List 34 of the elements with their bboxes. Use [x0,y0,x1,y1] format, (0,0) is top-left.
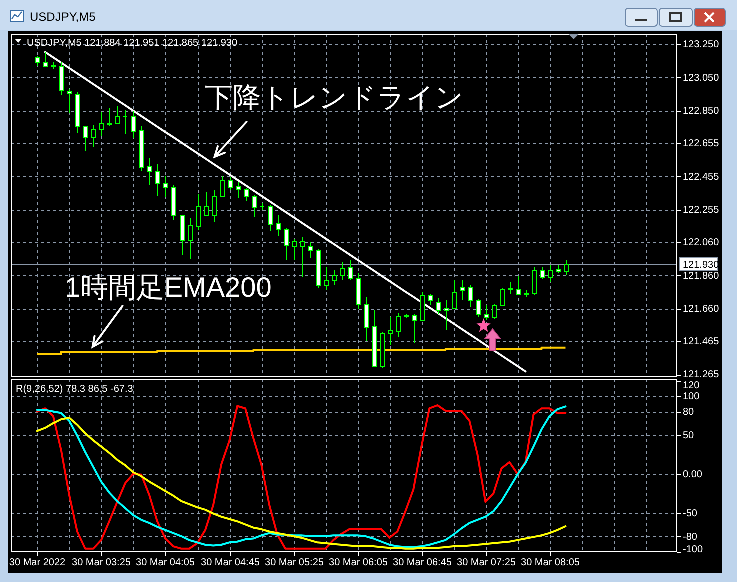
y-tick-label: 120 [683,380,700,392]
y-tick-label: 0.00 [683,470,703,481]
x-tick-label: 30 Mar 03:25 [72,558,132,568]
annotation: 1時間足EMA200 [64,272,272,303]
y-tick-label: 121.860 [683,270,720,282]
ref-line-label: 121.930 [683,260,720,271]
x-tick-label: 30 Mar 06:45 [393,558,452,568]
y-tick-label: 122.655 [683,138,720,150]
y-tick-label: 121.465 [683,336,720,348]
y-tick-label: -80 [683,532,698,543]
y-tick-label: 123.250 [683,39,720,50]
y-tick-label: -100 [683,544,704,556]
y-tick-label: 123.050 [683,72,720,84]
x-tick-label: 30 Mar 06:05 [329,558,388,568]
y-tick-label: 100 [683,392,700,403]
chart-title: USDJPY,M5 [30,10,96,24]
chart-subtitle: USDJPY,M5 121.884 121.951 121.865 121.930 [27,38,238,49]
x-tick-label: 30 Mar 04:05 [136,558,196,568]
chart-title: R(9,26,52) 78.3 86.5 -67.3 [16,384,134,395]
y-tick-label: 121.265 [683,370,720,380]
x-tick-label: 30 Mar 07:25 [457,558,516,568]
y-tick-label: 80 [683,407,695,418]
y-tick-label: 122.060 [683,238,720,249]
x-tick-label: 30 Mar 04:45 [201,558,260,568]
y-tick-label: 122.850 [683,106,720,118]
x-tick-label: 30 Mar 2022 [9,558,66,568]
x-tick-label: 30 Mar 08:05 [521,558,580,568]
y-tick-label: -50 [683,508,698,520]
y-tick-label: 122.455 [683,172,720,183]
y-tick-label: 122.255 [683,205,720,216]
y-tick-label: 121.660 [683,304,720,316]
y-tick-label: 50 [683,430,695,442]
annotation: 下降トレンドライン [204,82,464,113]
x-tick-label: 30 Mar 05:25 [265,558,324,568]
